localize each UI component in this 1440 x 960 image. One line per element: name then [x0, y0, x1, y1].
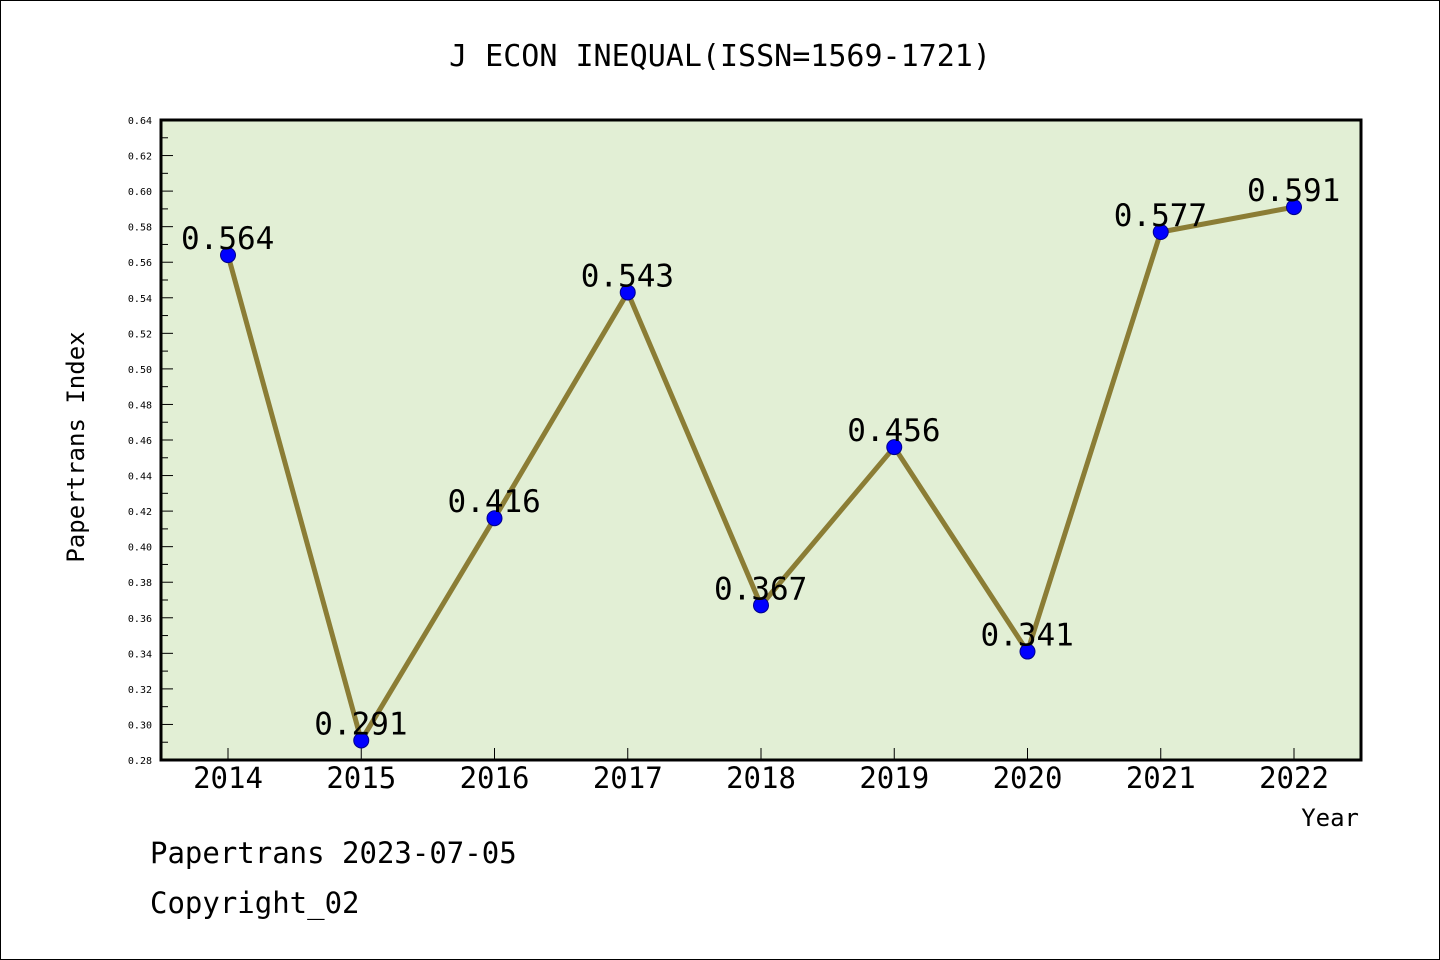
data-label: 0.577	[1114, 198, 1207, 234]
data-label: 0.291	[314, 706, 407, 742]
x-tick-label: 2021	[1126, 761, 1196, 795]
data-label: 0.416	[448, 484, 541, 520]
x-tick-label: 2016	[460, 761, 530, 795]
y-tick-label: 0.42	[128, 507, 152, 518]
y-tick-label: 0.54	[128, 294, 152, 305]
y-tick-label: 0.28	[128, 756, 152, 767]
y-tick-label: 0.30	[128, 720, 152, 731]
y-tick-label: 0.44	[128, 472, 152, 483]
x-tick-label: 2018	[726, 761, 796, 795]
y-tick-label: 0.46	[128, 436, 152, 447]
data-point	[886, 439, 903, 456]
x-tick-label: 2022	[1259, 761, 1329, 795]
x-axis-title: Year	[1301, 804, 1359, 832]
y-tick-label: 0.56	[128, 258, 152, 269]
y-tick-label: 0.38	[128, 578, 152, 589]
y-axis: 0.28 0.30 0.32 0.34 0.36 0.38 0.40 0.42 0.44 0.46…	[128, 116, 173, 767]
x-tick-label: 2020	[993, 761, 1063, 795]
footer-date-line: Papertrans 2023-07-05	[150, 836, 517, 870]
data-point	[353, 732, 370, 749]
y-tick-label: 0.50	[128, 365, 152, 376]
x-tick-label: 2015	[326, 761, 396, 795]
chart-title: J ECON INEQUAL(ISSN=1569-1721)	[449, 39, 991, 74]
data-label: 0.456	[847, 413, 940, 449]
y-tick-label: 0.60	[128, 187, 152, 198]
data-label: 0.543	[581, 258, 674, 294]
y-tick-label: 0.58	[128, 223, 152, 234]
data-point	[486, 510, 503, 527]
data-label: 0.564	[181, 221, 274, 257]
y-tick-label: 0.64	[128, 116, 152, 127]
data-point	[220, 247, 236, 264]
y-axis-title: Papertrans Index	[62, 331, 90, 562]
x-tick-label: 2019	[859, 761, 929, 795]
data-labels-group: 0.564 0.291 0.416 0.543 0.367 0.456 0.341 0.577…	[181, 173, 1340, 742]
data-point	[619, 284, 636, 301]
x-tick-label: 2017	[593, 761, 663, 795]
x-tick-label: 2014	[193, 761, 263, 795]
data-point	[753, 597, 769, 614]
y-tick-label: 0.34	[128, 649, 152, 660]
data-point	[1286, 199, 1302, 216]
y-tick-label: 0.62	[128, 152, 152, 163]
footer-copyright: Copyright_02	[150, 886, 360, 920]
y-tick-label: 0.32	[128, 685, 152, 696]
markers-group	[220, 199, 1302, 749]
data-label: 0.341	[981, 618, 1074, 654]
y-tick-label: 0.48	[128, 400, 152, 411]
y-tick-label: 0.40	[128, 543, 152, 554]
y-tick-label: 0.36	[128, 614, 152, 625]
data-label: 0.591	[1247, 173, 1340, 209]
data-point	[1019, 643, 1036, 660]
data-point	[1152, 224, 1169, 240]
x-axis: 2014 2015 2016 2017 2018 2019 2020 2021 2022	[193, 748, 1329, 795]
data-label: 0.367	[714, 571, 807, 607]
y-tick-label: 0.52	[128, 329, 152, 340]
